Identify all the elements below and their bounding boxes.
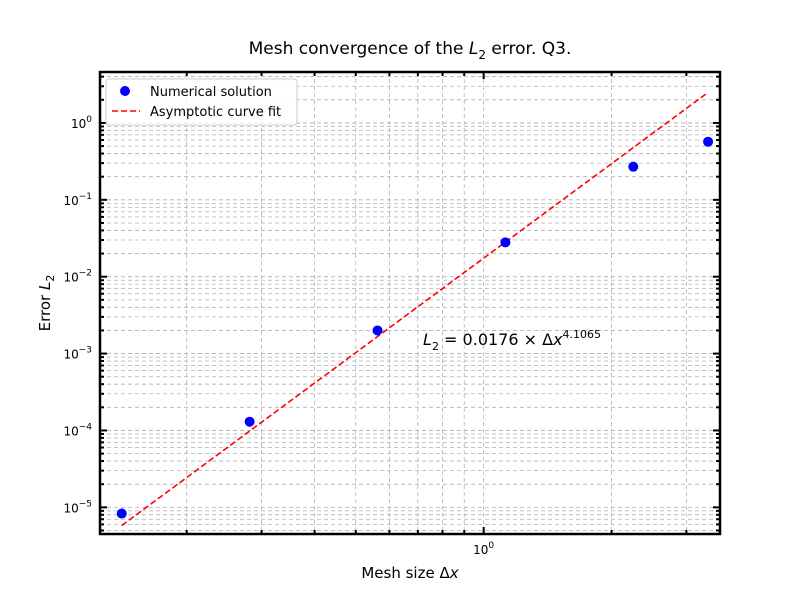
data-point <box>703 136 714 147</box>
plot-frame <box>98 70 722 536</box>
data-point <box>116 508 127 519</box>
legend-label-fit: Asymptotic curve fit <box>150 105 281 120</box>
y-tick-label: 10−5 <box>63 499 92 515</box>
y-axis-label: Error L2 <box>36 275 57 332</box>
legend-marker-numerical <box>120 86 130 96</box>
legend-label-numerical: Numerical solution <box>150 85 272 100</box>
plot-data <box>116 91 714 527</box>
data-point <box>372 325 383 336</box>
y-tick-label: 10−1 <box>63 192 92 208</box>
x-axis-label: Mesh size Δx <box>361 564 458 582</box>
y-tick-label: 100 <box>71 115 92 131</box>
legend-box <box>105 78 298 126</box>
y-tick-label: 10−4 <box>63 422 92 438</box>
legend: Numerical solution Asymptotic curve fit <box>105 78 298 126</box>
x-tick-label: 100 <box>473 541 494 557</box>
data-point <box>628 161 639 172</box>
y-tick-label: 10−3 <box>63 346 92 362</box>
data-point <box>244 416 255 427</box>
grid <box>100 72 720 534</box>
fit-equation-annotation: L2 = 0.0176 × Δx4.1065 <box>423 328 601 353</box>
chart-title: Mesh convergence of the L2 error. Q3. <box>249 39 572 62</box>
data-point <box>500 237 511 248</box>
fit-line <box>121 91 709 527</box>
y-tick-label: 10−2 <box>63 269 92 285</box>
